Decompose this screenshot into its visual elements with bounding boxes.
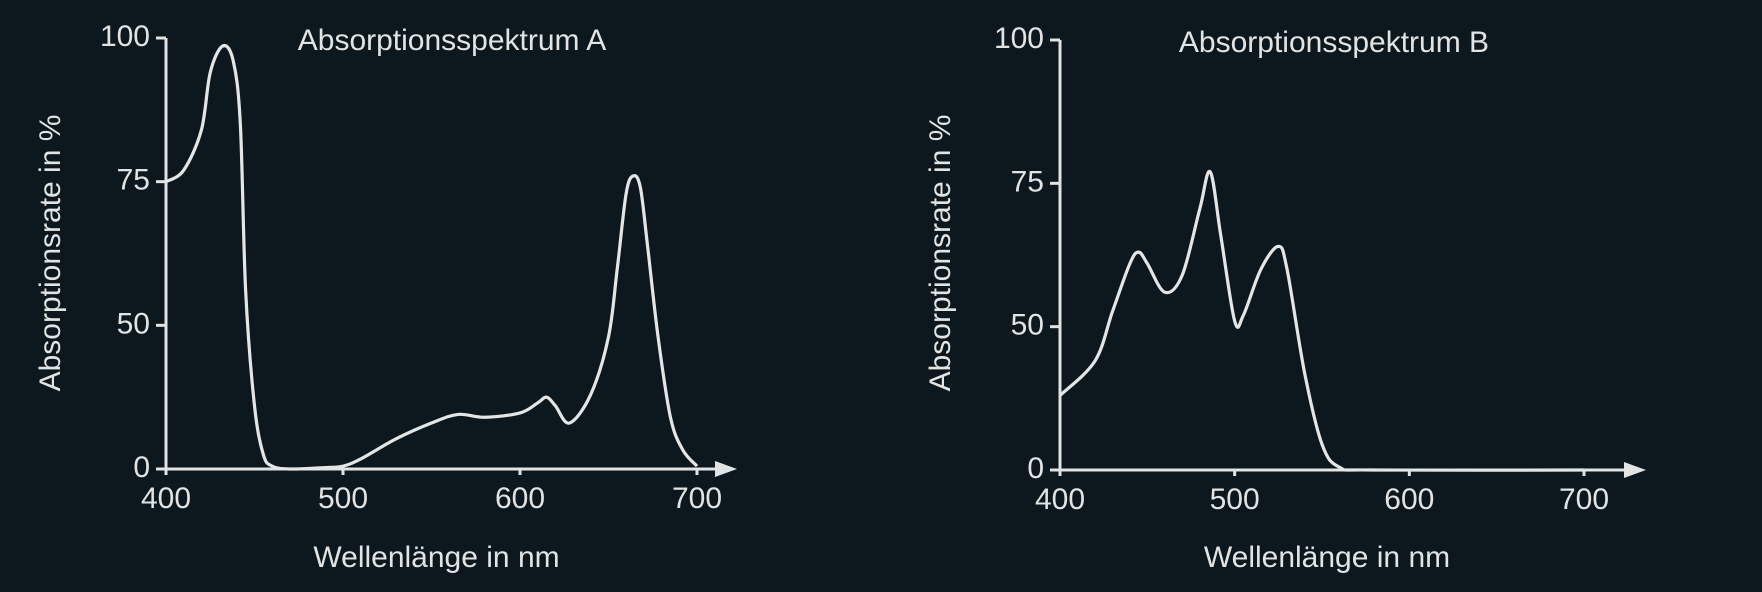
spectrum-line xyxy=(1058,169,1585,472)
x-axis-arrow xyxy=(715,461,737,477)
x-axis-arrow xyxy=(1624,462,1646,478)
x-tick-label: 700 xyxy=(672,482,722,515)
y-tick-label: 75 xyxy=(1011,165,1044,198)
x-tick-label: 600 xyxy=(1384,483,1434,516)
x-tick-label: 600 xyxy=(495,482,545,515)
x-tick-label: 400 xyxy=(141,482,191,515)
y-tick-label: 100 xyxy=(100,20,150,53)
spectrum-line xyxy=(165,44,699,471)
chart-title: Absorptionsspektrum A xyxy=(298,24,606,57)
x-tick-label: 700 xyxy=(1559,483,1609,516)
y-tick-label: 0 xyxy=(133,451,150,484)
y-tick-label: 50 xyxy=(117,307,150,340)
y-tick-label: 50 xyxy=(1011,309,1044,342)
x-axis-title: Wellenlänge in nm xyxy=(313,541,559,574)
y-tick-label: 0 xyxy=(1027,452,1044,485)
chart-title: Absorptionsspektrum B xyxy=(1179,26,1489,59)
y-tick-label: 75 xyxy=(117,164,150,197)
x-tick-label: 500 xyxy=(1210,483,1260,516)
y-tick-label: 100 xyxy=(994,22,1044,55)
x-axis-title: Wellenlänge in nm xyxy=(1204,541,1450,574)
x-tick-label: 400 xyxy=(1035,483,1085,516)
y-axis-title: Absorptionsrate in % xyxy=(34,115,67,392)
y-axis-title: Absorptionsrate in % xyxy=(924,115,957,392)
x-tick-label: 500 xyxy=(318,482,368,515)
